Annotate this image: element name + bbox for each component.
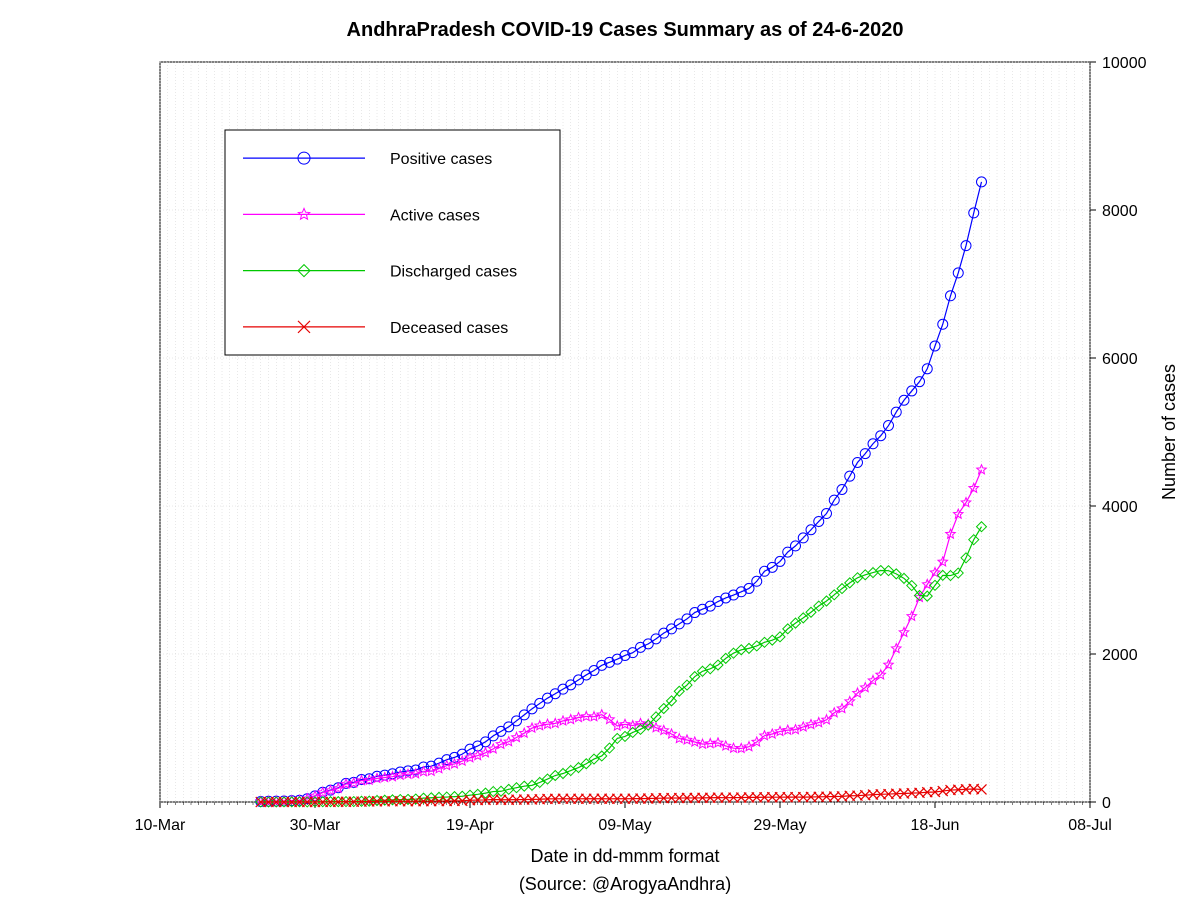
x-tick-label: 30-Mar (290, 817, 341, 834)
y-tick-label: 2000 (1102, 647, 1138, 664)
legend-label: Discharged cases (390, 264, 517, 281)
y-tick-label: 4000 (1102, 499, 1138, 516)
x-tick-label: 18-Jun (911, 817, 960, 834)
x-tick-label: 08-Jul (1068, 817, 1112, 834)
legend-label: Deceased cases (390, 320, 508, 337)
legend-label: Active cases (390, 207, 480, 224)
legend-label: Positive cases (390, 151, 492, 168)
x-tick-label: 10-Mar (135, 817, 186, 834)
y-tick-label: 0 (1102, 795, 1111, 812)
x-tick-label: 19-Apr (446, 817, 495, 834)
legend: Positive cases Active cases Discharged cas… (225, 130, 560, 355)
x-tick-label: 29-May (753, 817, 806, 834)
source-label: (Source: @ArogyaAndhra) (519, 874, 731, 894)
x-tick-label: 09-May (598, 817, 651, 834)
chart-svg: AndhraPradesh COVID-19 Cases Summary as … (0, 0, 1200, 900)
y-tick-label: 6000 (1102, 351, 1138, 368)
y-tick-label: 10000 (1102, 55, 1147, 72)
x-axis-label: Date in dd-mmm format (530, 846, 719, 866)
chart-title: AndhraPradesh COVID-19 Cases Summary as … (347, 19, 904, 41)
y-tick-label: 8000 (1102, 203, 1138, 220)
chart-container: AndhraPradesh COVID-19 Cases Summary as … (0, 0, 1200, 900)
y-axis-label: Number of cases (1159, 364, 1179, 500)
